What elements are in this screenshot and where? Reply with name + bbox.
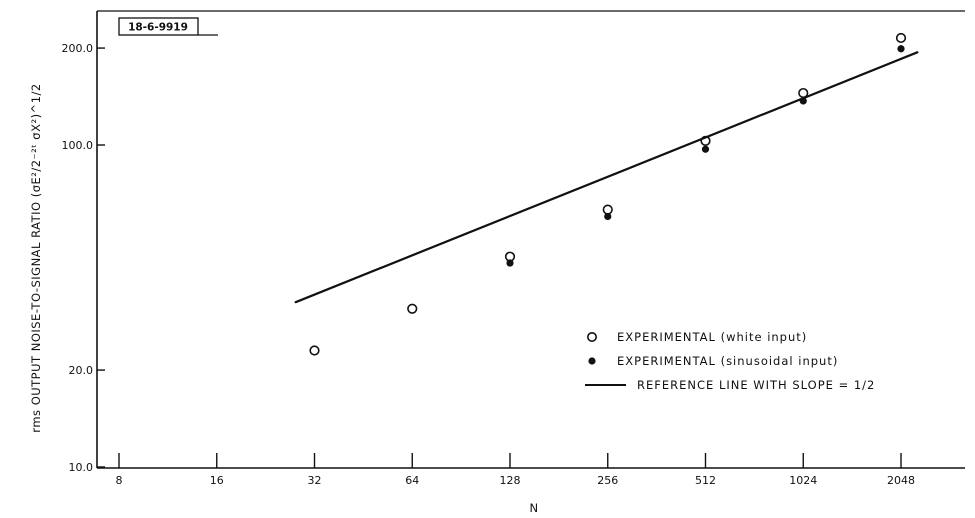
white-input-point <box>798 87 809 99</box>
y-tick-label: 20.0 <box>69 364 94 377</box>
x-tick-label: 128 <box>500 474 521 487</box>
sinusoidal-input-point <box>799 97 807 105</box>
legend-label-sinusoidal-input: EXPERIMENTAL (sinusoidal input) <box>617 354 838 368</box>
reference-line <box>294 51 919 304</box>
sinusoidal-input-point <box>701 145 710 153</box>
x-axis-ticks: 8 16 32 64 128 256 512 1024 2048 <box>116 453 915 487</box>
x-tick-label: 2048 <box>887 474 915 487</box>
x-tick-label: 512 <box>695 474 716 487</box>
reference-line-layer <box>294 51 919 304</box>
x-tick-label: 32 <box>308 474 322 487</box>
plot-frame <box>96 10 965 469</box>
y-tick-label: 200.0 <box>62 42 94 55</box>
legend-item-reference-line: REFERENCE LINE WITH SLOPE = 1/2 <box>585 378 875 392</box>
white-input-point <box>700 135 711 146</box>
x-tick-label: 8 <box>116 474 123 487</box>
x-tick-label: 64 <box>405 474 419 487</box>
sinusoidal-input-point <box>897 45 905 53</box>
white-input-point <box>602 204 613 215</box>
x-tick-label: 1024 <box>789 474 817 487</box>
figure-id-label: 18-6-9919 <box>118 17 218 36</box>
y-axis-title: rms OUTPUT NOISE-TO-SIGNAL RATIO (σE²/2⁻… <box>29 83 43 432</box>
legend-label-reference-line: REFERENCE LINE WITH SLOPE = 1/2 <box>637 378 875 392</box>
white-input-point <box>309 345 320 356</box>
y-axis-ticks: 10.0 20.0 100.0 200.0 <box>62 42 105 474</box>
x-tick-label: 256 <box>597 474 618 487</box>
data-points-layer <box>309 32 907 356</box>
open-circle-marker-icon <box>586 331 597 342</box>
y-tick-label: 10.0 <box>69 461 94 474</box>
white-input-point <box>407 303 418 314</box>
legend: EXPERIMENTAL (white input) EXPERIMENTAL … <box>585 330 875 392</box>
sinusoidal-input-point <box>604 212 612 221</box>
legend-item-sinusoidal-input: EXPERIMENTAL (sinusoidal input) <box>588 354 838 368</box>
white-input-point <box>504 251 516 262</box>
legend-item-white-input: EXPERIMENTAL (white input) <box>586 330 807 344</box>
white-input-point <box>895 32 907 44</box>
x-axis-title: N <box>529 501 538 515</box>
figure-id-box <box>118 17 199 36</box>
figure-id-text: 18-6-9919 <box>128 22 188 34</box>
filled-circle-marker-icon <box>588 357 596 365</box>
legend-label-white-input: EXPERIMENTAL (white input) <box>617 330 807 344</box>
x-tick-label: 16 <box>210 474 224 487</box>
y-tick-label: 100.0 <box>62 139 94 152</box>
